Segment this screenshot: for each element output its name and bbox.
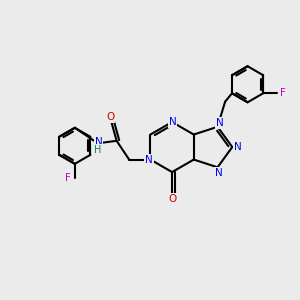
Text: N: N [145,154,153,165]
Text: N: N [234,142,242,152]
Text: O: O [168,194,176,204]
Text: N: N [216,118,224,128]
Text: H: H [94,145,101,155]
Text: F: F [280,88,286,98]
Text: N: N [215,168,223,178]
Text: O: O [106,112,114,122]
Text: N: N [169,117,176,127]
Text: F: F [65,173,71,183]
Text: N: N [94,137,102,147]
